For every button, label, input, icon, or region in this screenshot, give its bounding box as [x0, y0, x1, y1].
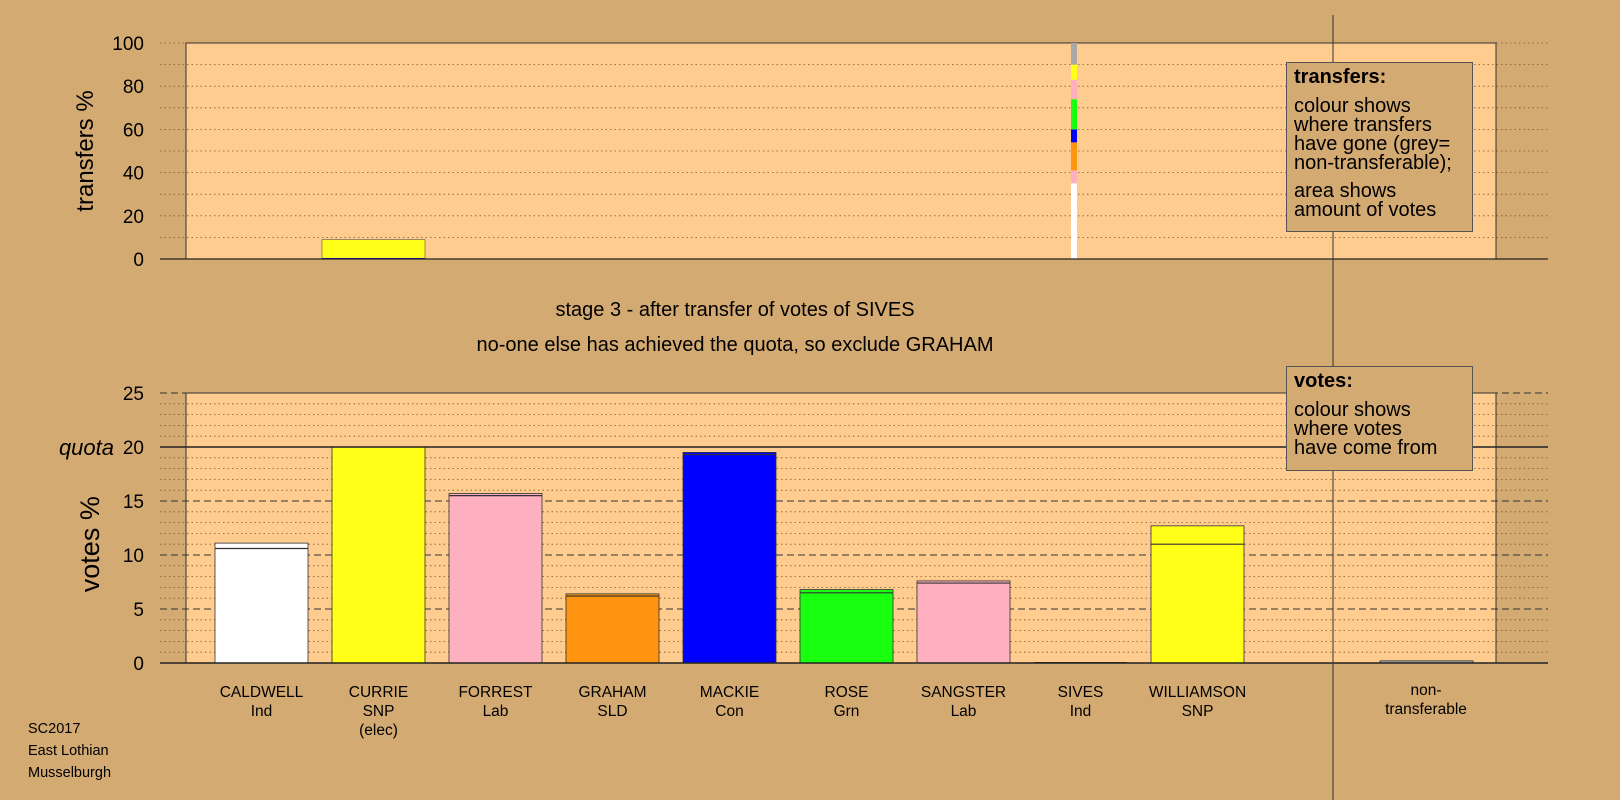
votes-ytick-label: 15 — [123, 492, 144, 513]
candidate-name-label: ROSE — [825, 684, 869, 701]
candidate-party-label: SNP — [363, 703, 395, 720]
transfer-segment-sives-sangster — [1071, 79, 1077, 100]
transfers-ytick-label: 80 — [123, 77, 144, 98]
votes-ytick-label: 25 — [123, 384, 144, 405]
candidate-name-label: FORREST — [458, 684, 533, 701]
votes-ytick-label: 20 — [123, 438, 144, 459]
transfers-ytick-label: 40 — [123, 164, 144, 185]
transfers-ytick-label: 60 — [123, 120, 144, 141]
footer-council: East Lothian — [28, 743, 109, 759]
quota-label: quota — [59, 435, 114, 460]
candidate-party-label: Grn — [834, 703, 860, 720]
transfers-legend: transfers: colour shows where transfers … — [1286, 62, 1473, 232]
vote-bar-graham — [565, 593, 660, 664]
transfers-ytick-label: 0 — [133, 250, 144, 271]
transfer-segment-currie-currie — [322, 239, 425, 257]
transfers-ylabel: transfers % — [72, 90, 99, 211]
votes-ylabel: votes % — [75, 496, 105, 592]
candidate-name-label: GRAHAM — [578, 684, 646, 701]
transfers-ytick-label: 20 — [123, 207, 144, 228]
transfer-segment-sives-rose — [1071, 99, 1077, 130]
votes-ytick-label: 10 — [123, 546, 144, 567]
stage-title: stage 3 - after transfer of votes of SIV… — [555, 299, 915, 321]
candidate-party-label: Lab — [951, 703, 977, 720]
votes-legend: votes: colour shows where votes have com… — [1286, 366, 1473, 471]
candidate-party-label: Lab — [483, 703, 509, 720]
vote-bar-currie — [331, 446, 426, 664]
candidate-name-label: SANGSTER — [921, 684, 1006, 701]
vote-bar-sangster — [916, 580, 1011, 664]
candidate-name-label: SIVES — [1058, 684, 1104, 701]
candidate-party-label: SNP — [1182, 703, 1214, 720]
vote-bar-rose — [799, 589, 894, 664]
transfer-segment-sives-graham — [1071, 142, 1077, 171]
transfers-legend-title: transfers: — [1294, 66, 1387, 88]
footer-election: SC2017 — [28, 721, 81, 737]
votes-ytick-label: 5 — [133, 600, 144, 621]
votes-ytick-label: 0 — [133, 654, 144, 675]
transfer-segment-sives-forrest — [1071, 170, 1077, 184]
candidate-party-label: Ind — [251, 703, 273, 720]
footer-ward: Musselburgh — [28, 765, 112, 781]
transfer-segment-currie-currie — [322, 256, 425, 258]
transfers-ytick-label: 100 — [112, 34, 144, 55]
vote-bar-mackie — [682, 451, 777, 664]
vote-bar-caldwell — [214, 542, 309, 664]
nontransferable-label-line2: transferable — [1385, 701, 1467, 718]
transfer-segment-sives-non-transferable — [1071, 43, 1077, 65]
candidate-name-label: MACKIE — [700, 684, 759, 701]
election-footer: SC2017 East Lothian Musselburgh — [28, 718, 111, 784]
candidate-party-label: Con — [715, 703, 743, 720]
transfer-segment-sives-mackie — [1071, 129, 1077, 143]
votes-legend-colour-text: colour shows where votes have come from — [1294, 399, 1438, 459]
transfers-legend-area-text: area shows amount of votes — [1294, 180, 1437, 221]
vote-bar-forrest — [448, 493, 543, 664]
candidate-name-label: WILLIAMSON — [1149, 684, 1246, 701]
candidate-name-label: CALDWELL — [220, 684, 304, 701]
nontransferable-label-line1: non- — [1410, 682, 1441, 699]
transfer-segment-sives-caldwell — [1071, 183, 1077, 259]
transfers-legend-colour-text: colour shows where transfers have gone (… — [1294, 95, 1452, 174]
candidate-note-label: (elec) — [359, 722, 398, 739]
vote-bar-williamson — [1150, 525, 1245, 664]
stage-subtitle: no-one else has achieved the quota, so e… — [476, 334, 994, 356]
candidate-party-label: SLD — [597, 703, 627, 720]
votes-legend-title: votes: — [1294, 370, 1353, 392]
candidate-name-label: CURRIE — [349, 684, 408, 701]
transfer-segment-sives-williamson — [1071, 64, 1077, 80]
candidate-party-label: Ind — [1070, 703, 1092, 720]
